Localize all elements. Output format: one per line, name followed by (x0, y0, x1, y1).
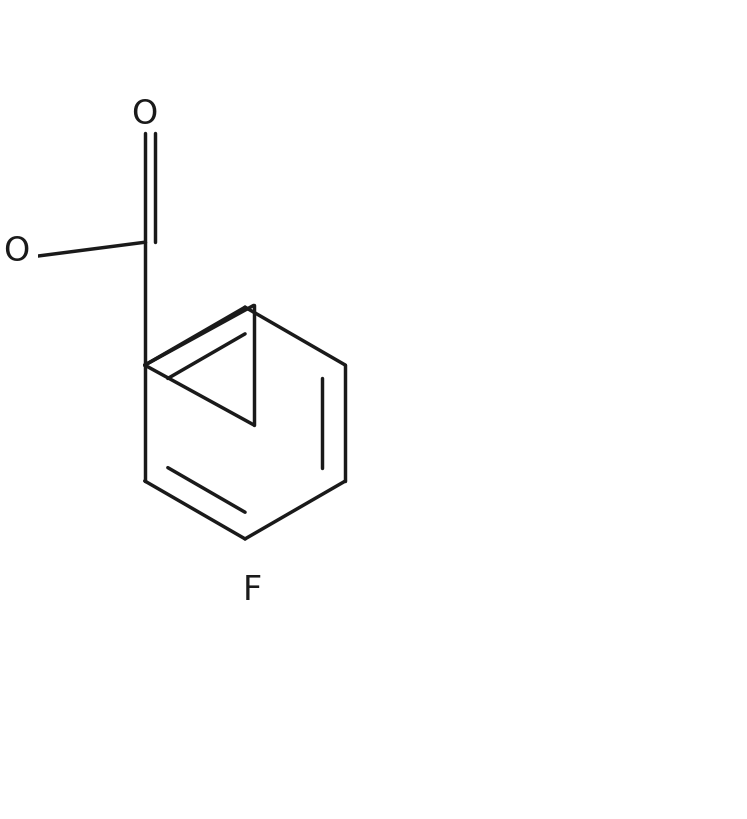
Text: O: O (3, 235, 29, 268)
Text: O: O (131, 98, 158, 131)
Text: F: F (243, 572, 261, 606)
